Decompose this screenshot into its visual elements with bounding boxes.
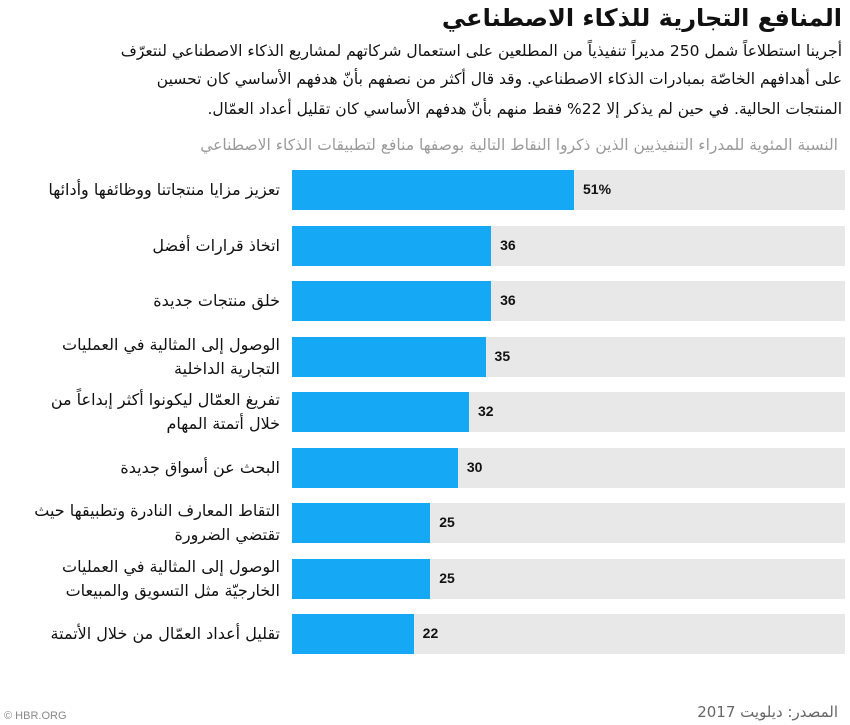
hbr-logo: © HBR.ORG bbox=[4, 710, 67, 722]
bar bbox=[292, 281, 492, 321]
value-label: 32 bbox=[477, 403, 494, 419]
bar bbox=[292, 336, 486, 377]
value-label: 25 bbox=[439, 569, 455, 586]
value-label: 35 bbox=[494, 347, 511, 364]
bar bbox=[292, 503, 431, 543]
value-label: 25 bbox=[439, 514, 455, 530]
category-label: الوصول إلى المثالية في العمليات الخارجيّ… bbox=[62, 556, 280, 600]
bar bbox=[292, 614, 414, 654]
bar bbox=[292, 447, 458, 488]
value-label: 30 bbox=[466, 458, 483, 475]
category-label: تقليل أعداد العمّال من خلال الأتمتة bbox=[50, 624, 280, 643]
category-label: الوصول إلى المثالية في العمليات التجارية… bbox=[62, 334, 280, 378]
source-note: المصدر: ديلويت 2017 bbox=[697, 703, 838, 721]
intro-line: أجرينا استطلاعاً شمل 250 مديراً تنفيذياً… bbox=[120, 42, 842, 60]
category-label: تعزيز مزايا منتجاتنا ووظائفها وأدائها bbox=[48, 180, 280, 199]
category-label: خلق منتجات جديدة bbox=[153, 291, 280, 310]
value-label: 22 bbox=[422, 625, 439, 641]
chart-subtitle: النسبة المئوية للمدراء التنفيذيين الذين … bbox=[200, 136, 838, 154]
bar bbox=[292, 170, 575, 210]
chart-title: المنافع التجارية للذكاء الاصطناعي bbox=[441, 4, 842, 32]
bar bbox=[292, 392, 469, 432]
category-label: التقاط المعارف النادرة وتطبيقها حيث تقتض… bbox=[34, 501, 280, 544]
category-label: تفريغ العمّال ليكونوا أكثر إبداعاً من خل… bbox=[50, 390, 280, 433]
bar bbox=[292, 225, 492, 266]
category-label: البحث عن أسواق جديدة bbox=[120, 457, 280, 477]
value-label: 36 bbox=[500, 292, 516, 308]
intro-line: المنتجات الحالية. في حين لم يذكر إلا 22%… bbox=[207, 100, 842, 118]
category-label: اتخاذ قرارات أفضل bbox=[152, 235, 280, 255]
value-label: 51% bbox=[583, 181, 612, 197]
bar bbox=[292, 558, 431, 599]
value-label: 36 bbox=[500, 236, 516, 253]
intro-line: على أهدافهم الخاصّة بمبادرات الذكاء الاص… bbox=[156, 70, 842, 88]
